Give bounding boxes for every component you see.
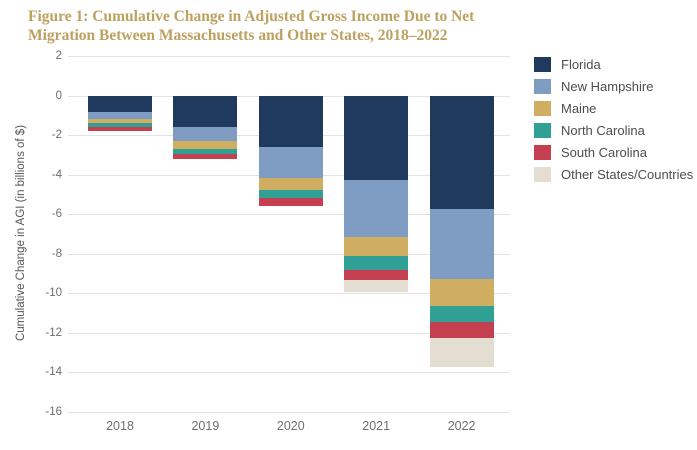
legend-swatch-icon — [534, 57, 551, 72]
chart-title: Figure 1: Cumulative Change in Adjusted … — [28, 8, 475, 45]
legend-item: Florida — [534, 57, 693, 72]
bar-segment-maine-2019 — [173, 141, 238, 149]
bar-segment-florida-2019 — [173, 95, 238, 128]
bar-segment-north-carolina-2020 — [258, 190, 323, 199]
bar-segment-florida-2021 — [344, 95, 409, 180]
legend-swatch-icon — [534, 79, 551, 94]
bar-segment-maine-2021 — [344, 236, 409, 256]
y-tick-label: -12 — [45, 326, 62, 339]
bar-segment-north-carolina-2019 — [173, 148, 238, 154]
gridline — [68, 412, 510, 413]
y-tick-label: 2 — [55, 50, 62, 62]
x-tick-label-2019: 2019 — [191, 419, 220, 433]
bar-segment-maine-2022 — [429, 279, 494, 307]
y-axis-title: Cumulative Change in AGI (in billions of… — [15, 124, 27, 342]
legend-label: Florida — [561, 57, 601, 72]
bar-segment-new-hampshire-2022 — [429, 209, 494, 280]
gridline — [68, 214, 510, 216]
bar-segment-other-states-countries-2022 — [429, 337, 494, 368]
legend-item: South Carolina — [534, 145, 693, 160]
legend-label: New Hampshire — [561, 79, 654, 94]
bar-segment-north-carolina-2022 — [429, 306, 494, 322]
gridline — [68, 293, 510, 295]
legend-label: South Carolina — [561, 145, 647, 160]
bar-segment-north-carolina-2021 — [344, 255, 409, 270]
legend-item: Other States/Countries — [534, 167, 693, 182]
legend-item: New Hampshire — [534, 79, 693, 94]
y-tick-label: -8 — [51, 247, 62, 260]
bar-segment-new-hampshire-2021 — [344, 179, 409, 237]
legend: Florida New Hampshire Maine North Carolina S… — [534, 57, 693, 189]
gridline — [68, 253, 510, 255]
x-tick-label-2021: 2021 — [362, 419, 391, 433]
legend-swatch-icon — [534, 145, 551, 160]
legend-item: Maine — [534, 101, 693, 116]
bar-segment-north-carolina-2018 — [88, 123, 152, 128]
y-tick-label: -2 — [51, 129, 62, 142]
y-tick-label: -16 — [45, 406, 62, 418]
legend-label: Other States/Countries — [561, 167, 694, 182]
x-tick-label-2018: 2018 — [106, 419, 134, 433]
gridline — [68, 372, 510, 374]
bar-segment-florida-2020 — [258, 95, 323, 147]
bar-segment-new-hampshire-2018 — [88, 112, 152, 120]
bar-segment-new-hampshire-2020 — [258, 146, 323, 178]
x-tick-label-2020: 2020 — [276, 419, 305, 433]
y-tick-label: -4 — [51, 168, 62, 181]
legend-swatch-icon — [534, 167, 551, 182]
y-tick-label: -14 — [45, 366, 62, 379]
legend-swatch-icon — [534, 123, 551, 138]
bar-segment-maine-2020 — [258, 177, 323, 191]
bar-segment-florida-2022 — [429, 95, 494, 210]
x-tick-label-2022: 2022 — [447, 419, 476, 433]
bar-segment-south-carolina-2019 — [173, 153, 238, 159]
bar-segment-south-carolina-2021 — [344, 269, 409, 281]
bar-segment-south-carolina-2018 — [88, 127, 152, 132]
y-tick-label: -6 — [51, 208, 62, 221]
y-tick-label: 0 — [55, 89, 62, 102]
y-tick-label: -10 — [45, 287, 62, 300]
legend-item: North Carolina — [534, 123, 693, 138]
bar-segment-maine-2018 — [88, 119, 152, 124]
legend-label: North Carolina — [561, 123, 645, 138]
gridline — [68, 332, 510, 334]
legend-swatch-icon — [534, 101, 551, 116]
bar-segment-south-carolina-2022 — [429, 322, 494, 338]
bar-segment-south-carolina-2020 — [258, 198, 323, 207]
bar-segment-other-states-countries-2021 — [344, 280, 409, 293]
legend-label: Maine — [561, 101, 597, 116]
gridline — [68, 56, 510, 57]
bar-segment-florida-2018 — [88, 95, 152, 113]
bar-segment-new-hampshire-2019 — [173, 127, 238, 142]
